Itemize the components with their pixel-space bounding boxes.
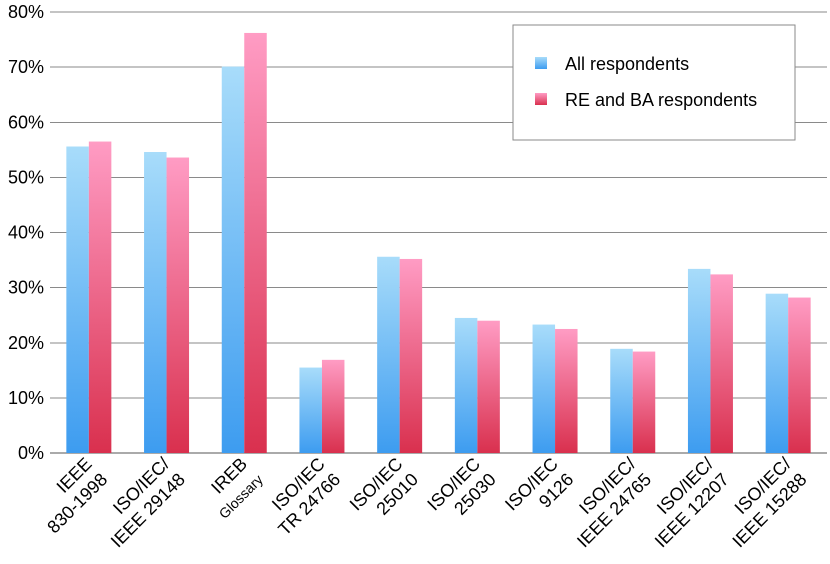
y-tick-label: 10% xyxy=(8,388,44,408)
bar-all-respondents xyxy=(299,367,322,453)
bar-all-respondents xyxy=(765,293,789,453)
bar-all-respondents xyxy=(221,66,245,453)
bar-re-ba-respondents xyxy=(166,157,190,453)
legend-swatch xyxy=(535,93,547,105)
bars xyxy=(66,32,811,453)
bar-re-ba-respondents xyxy=(710,274,733,453)
y-tick-label: 0% xyxy=(18,443,44,463)
x-tick-label: ISO/IEC/IEEE 15288 xyxy=(728,454,810,552)
legend-box xyxy=(512,24,796,141)
x-tick-label: ISO/IEC/IEEE 12207 xyxy=(651,454,733,552)
y-tick-label: 20% xyxy=(8,333,44,353)
bar-re-ba-respondents xyxy=(788,297,811,453)
bar-all-respondents xyxy=(687,268,711,453)
y-tick-label: 60% xyxy=(8,112,44,132)
bar-all-respondents xyxy=(144,152,167,453)
x-tick-label: ISO/IEC/IEEE 24765 xyxy=(573,454,655,552)
y-tick-label: 80% xyxy=(8,2,44,22)
y-tick-label: 70% xyxy=(8,57,44,77)
bar-re-ba-respondents xyxy=(88,141,112,453)
y-axis-ticks: 0% 10% 20% 30% 40% 50% 60% 70% 80% xyxy=(8,2,44,463)
y-tick-label: 40% xyxy=(8,223,44,243)
bar-re-ba-respondents xyxy=(399,258,423,453)
bar-all-respondents xyxy=(532,324,556,453)
y-tick-label: 30% xyxy=(8,278,44,298)
bar-re-ba-respondents xyxy=(555,328,578,453)
bar-all-respondents xyxy=(454,317,478,453)
legend-label: All respondents xyxy=(565,54,689,74)
bar-all-respondents xyxy=(377,256,400,453)
bar-all-respondents xyxy=(66,146,89,453)
legend-swatch xyxy=(535,57,547,69)
legend-label: RE and BA respondents xyxy=(565,90,757,110)
bar-all-respondents xyxy=(610,348,633,453)
bar-re-ba-respondents xyxy=(477,320,500,453)
bar-re-ba-respondents xyxy=(244,32,267,453)
x-tick-label: ISO/IEC/IEEE 29148 xyxy=(107,454,189,552)
legend: All respondents RE and BA respondents xyxy=(512,24,796,141)
y-tick-label: 50% xyxy=(8,167,44,187)
bar-re-ba-respondents xyxy=(321,359,345,453)
bar-re-ba-respondents xyxy=(632,351,656,453)
